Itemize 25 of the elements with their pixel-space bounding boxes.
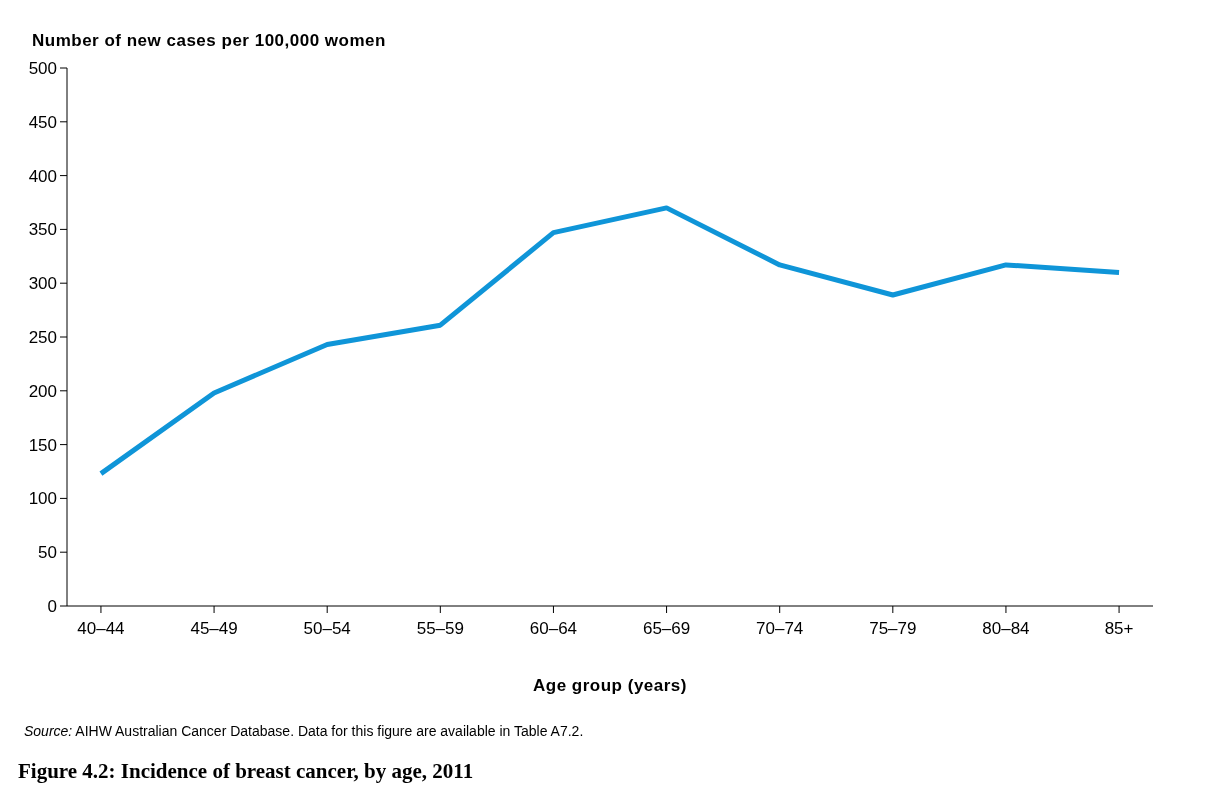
y-tick-label: 0 — [47, 596, 57, 616]
source-note: Source: AIHW Australian Cancer Database. Data for this figure are available in Table A7.2. — [24, 723, 584, 739]
y-tick-label: 350 — [28, 220, 57, 240]
x-tick-label: 75–79 — [869, 619, 917, 638]
y-tick-label: 400 — [28, 166, 57, 186]
x-tick-label: 70–74 — [756, 619, 804, 638]
y-tick-label: 50 — [38, 543, 57, 563]
y-tick-label: 150 — [28, 435, 57, 455]
x-tick-label: 40–44 — [77, 619, 125, 638]
y-axis-title: Number of new cases per 100,000 women — [32, 31, 386, 50]
x-tick-label: 60–64 — [529, 619, 578, 638]
x-tick-label: 85+ — [1104, 619, 1134, 638]
y-tick-label: 500 — [28, 58, 57, 78]
x-tick-label: 55–59 — [416, 619, 464, 638]
y-tick-label: 100 — [28, 489, 57, 509]
x-axis-title: Age group (years) — [533, 676, 687, 695]
y-tick-label: 250 — [28, 327, 57, 347]
y-tick-label: 300 — [28, 274, 57, 294]
x-tick-label: 50–54 — [303, 619, 351, 638]
x-tick-label: 45–49 — [190, 619, 238, 638]
x-tick-label: 65–69 — [642, 619, 691, 638]
y-tick-label: 200 — [28, 381, 57, 401]
text: Figure 4.2: Incidence of breast cancer, by age, 2011 — [18, 759, 474, 783]
y-tick-label: 450 — [28, 112, 57, 132]
x-tick-label: 80–84 — [982, 619, 1030, 638]
